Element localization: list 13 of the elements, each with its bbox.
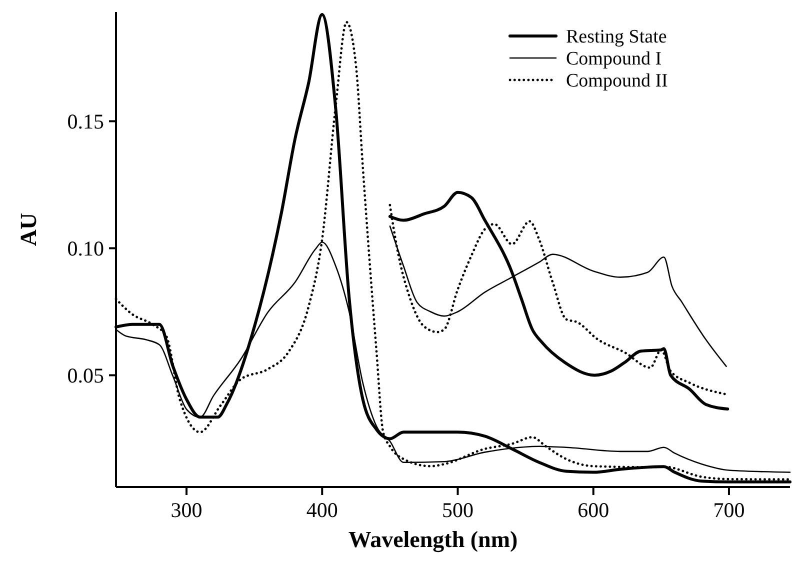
y-tick-label: 0.10	[67, 236, 104, 261]
x-axis-title: Wavelength (nm)	[348, 527, 518, 553]
x-tick-label: 300	[170, 498, 202, 522]
y-tick-label: 0.05	[67, 364, 104, 388]
legend-label: Compound I	[566, 48, 662, 70]
x-tick-label: 700	[713, 498, 745, 522]
x-tick-label: 400	[306, 498, 338, 522]
x-tick-label: 600	[578, 498, 610, 522]
y-axis-title: AU	[16, 212, 41, 246]
y-tick-label: 0.15	[67, 110, 104, 134]
legend-label: Compound II	[566, 70, 668, 92]
legend-label: Resting State	[566, 26, 667, 48]
x-tick-label: 500	[442, 498, 474, 522]
